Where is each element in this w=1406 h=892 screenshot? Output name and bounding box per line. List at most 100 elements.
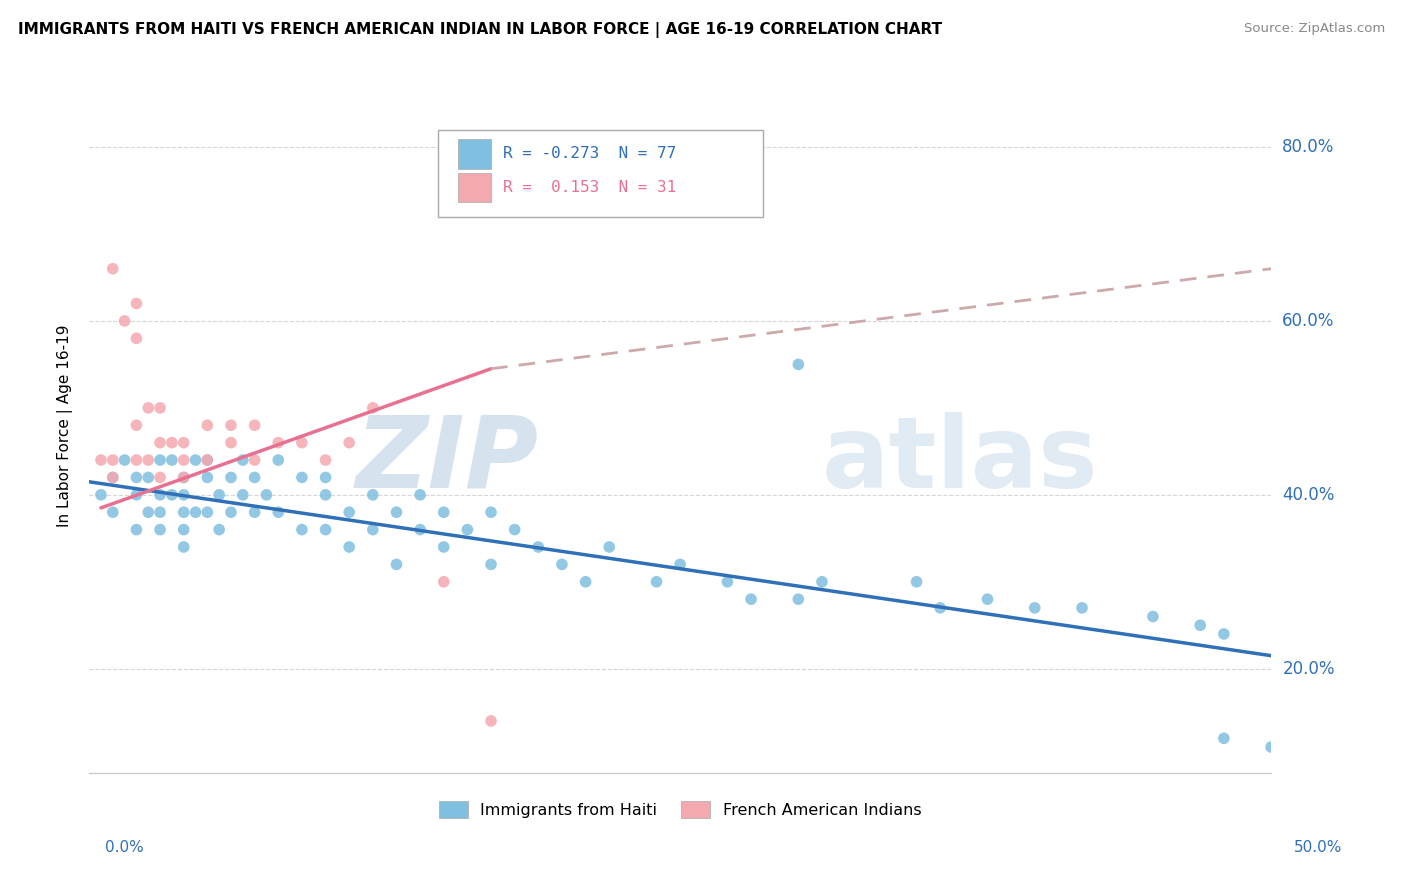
Point <box>173 453 195 467</box>
Point <box>208 523 231 537</box>
Point <box>315 453 337 467</box>
Point <box>232 453 254 467</box>
Point <box>243 453 266 467</box>
Point <box>976 592 998 607</box>
Point <box>1189 618 1212 632</box>
Point <box>267 453 290 467</box>
Point <box>195 453 218 467</box>
Point <box>433 505 456 519</box>
Text: Source: ZipAtlas.com: Source: ZipAtlas.com <box>1244 22 1385 36</box>
Point <box>503 523 526 537</box>
Point <box>456 523 478 537</box>
Point <box>361 488 384 502</box>
Point <box>1071 600 1094 615</box>
Point <box>149 505 172 519</box>
Point <box>149 435 172 450</box>
Point <box>160 453 183 467</box>
Point <box>527 540 550 554</box>
Point <box>136 470 159 484</box>
Point <box>195 418 218 433</box>
Point <box>337 540 360 554</box>
Point <box>929 600 952 615</box>
Point <box>598 149 620 163</box>
Point <box>125 296 148 310</box>
Point <box>551 558 574 572</box>
Point <box>433 574 456 589</box>
Point <box>479 558 502 572</box>
Point <box>645 574 668 589</box>
Point <box>149 488 172 502</box>
Point <box>337 435 360 450</box>
Point <box>195 505 218 519</box>
Point <box>291 435 314 450</box>
Point <box>101 261 124 276</box>
Point <box>669 558 692 572</box>
Point <box>173 488 195 502</box>
Point <box>1212 627 1234 641</box>
Point <box>409 523 432 537</box>
Point <box>385 505 408 519</box>
Point <box>195 453 218 467</box>
Point <box>90 453 112 467</box>
Legend: Immigrants from Haiti, French American Indians: Immigrants from Haiti, French American I… <box>433 795 928 824</box>
Point <box>1024 600 1046 615</box>
Point <box>243 418 266 433</box>
Point <box>1142 609 1164 624</box>
Point <box>173 435 195 450</box>
Point <box>149 523 172 537</box>
Point <box>385 558 408 572</box>
Point <box>125 470 148 484</box>
Point <box>574 574 596 589</box>
Point <box>101 470 124 484</box>
Point <box>136 453 159 467</box>
Point <box>243 505 266 519</box>
Point <box>195 470 218 484</box>
Point <box>149 401 172 415</box>
Point <box>149 470 172 484</box>
Point <box>125 418 148 433</box>
Point <box>101 470 124 484</box>
Point <box>160 435 183 450</box>
Point <box>598 540 620 554</box>
Point <box>125 453 148 467</box>
Point <box>173 470 195 484</box>
FancyBboxPatch shape <box>458 139 491 169</box>
FancyBboxPatch shape <box>437 129 763 217</box>
Point <box>315 488 337 502</box>
Point <box>811 574 834 589</box>
Point <box>479 505 502 519</box>
Text: 60.0%: 60.0% <box>1282 312 1334 330</box>
Text: IMMIGRANTS FROM HAITI VS FRENCH AMERICAN INDIAN IN LABOR FORCE | AGE 16-19 CORRE: IMMIGRANTS FROM HAITI VS FRENCH AMERICAN… <box>18 22 942 38</box>
Point <box>291 470 314 484</box>
Point <box>337 505 360 519</box>
Point <box>125 331 148 345</box>
Text: R =  0.153  N = 31: R = 0.153 N = 31 <box>503 180 676 194</box>
Point <box>787 358 810 372</box>
Point <box>315 523 337 537</box>
Point <box>173 540 195 554</box>
Point <box>125 523 148 537</box>
Point <box>256 488 278 502</box>
Point <box>184 505 207 519</box>
Point <box>136 505 159 519</box>
Point <box>409 488 432 502</box>
Point <box>90 488 112 502</box>
Point <box>219 505 242 519</box>
Point <box>479 714 502 728</box>
Text: R = -0.273  N = 77: R = -0.273 N = 77 <box>503 146 676 161</box>
Point <box>219 470 242 484</box>
Point <box>361 523 384 537</box>
Text: 80.0%: 80.0% <box>1282 138 1334 156</box>
Point <box>291 523 314 537</box>
Point <box>716 574 738 589</box>
Point <box>160 488 183 502</box>
Point <box>740 592 762 607</box>
Text: 0.0%: 0.0% <box>105 840 145 855</box>
Point <box>149 453 172 467</box>
Point <box>173 505 195 519</box>
Point <box>232 488 254 502</box>
Point <box>267 505 290 519</box>
Point <box>136 401 159 415</box>
Text: 40.0%: 40.0% <box>1282 486 1334 504</box>
Point <box>219 418 242 433</box>
